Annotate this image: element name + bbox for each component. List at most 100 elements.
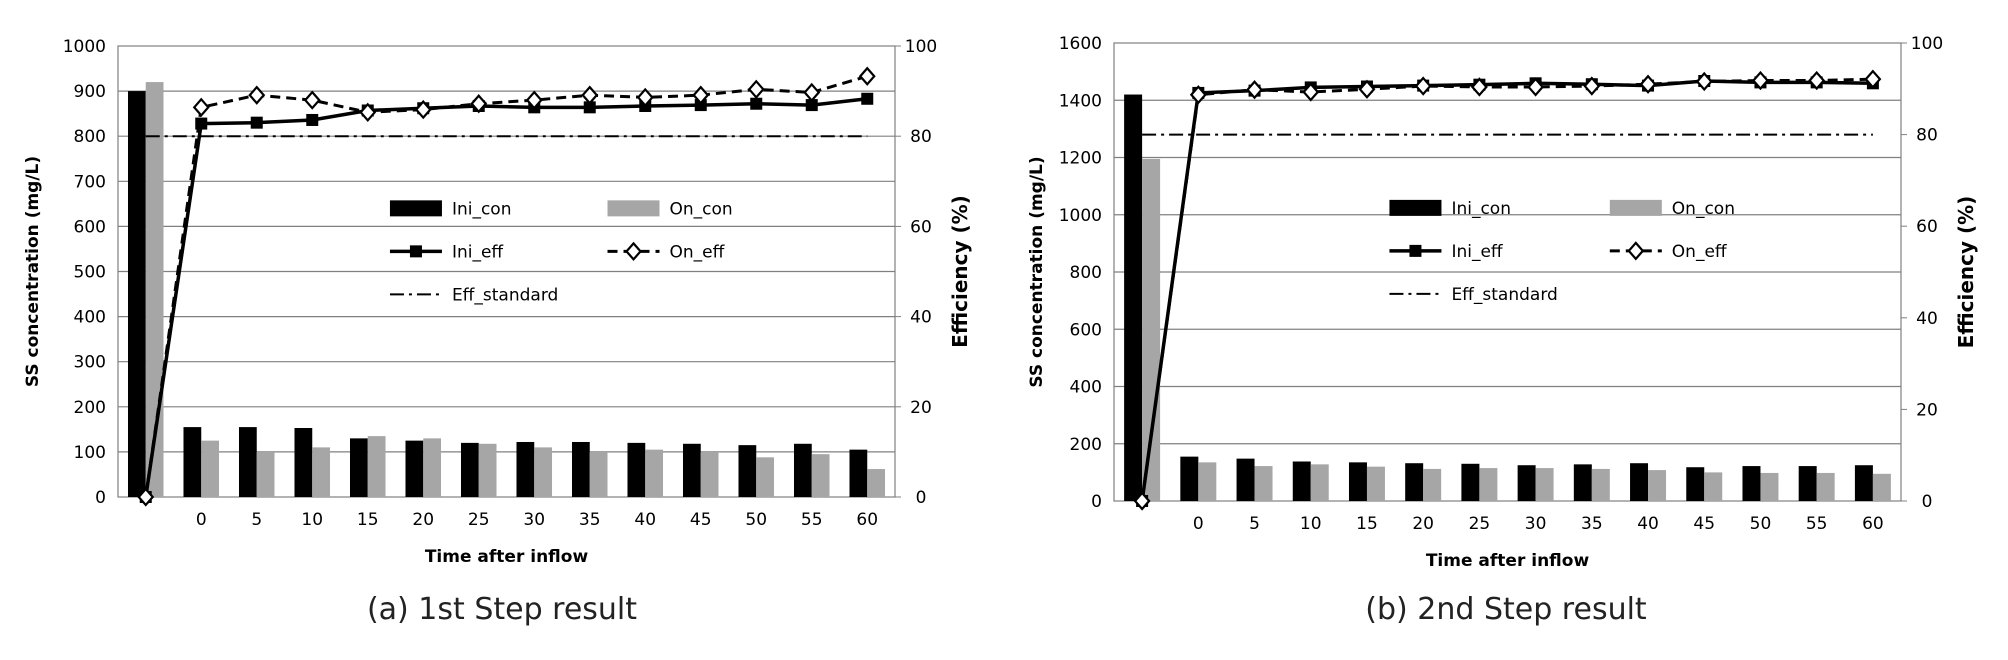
marker-square <box>195 117 208 130</box>
legend-swatch-ini-con <box>389 200 442 217</box>
marker-square <box>306 113 319 126</box>
series-line-on-eff <box>1140 77 1873 502</box>
bar-on-con <box>534 447 553 497</box>
legend-marker-square <box>1409 244 1422 257</box>
bar-ini-con <box>516 441 535 497</box>
bar-ini-con <box>1292 461 1311 501</box>
marker-diamond <box>1133 491 1151 511</box>
bar-ini-con <box>849 449 868 497</box>
bar-on-con <box>1310 464 1329 501</box>
bar-ini-con <box>1686 467 1705 501</box>
marker-square <box>583 101 596 114</box>
chart-panel-a: 0 100 200 300 400 500 600 700 800 900 1000 0 20 40 60 8… <box>23 37 972 627</box>
bar-on-con <box>1760 472 1779 501</box>
y-tick-label: 400 <box>74 308 106 328</box>
bar-ini-con <box>294 427 313 497</box>
bar-on-con <box>1704 472 1723 501</box>
legend-label: Eff_standard <box>1451 285 1557 305</box>
x-tick-label: 50 <box>745 510 767 530</box>
marker-diamond <box>747 79 765 99</box>
marker-diamond <box>470 94 488 114</box>
y-tick-label: 600 <box>1070 320 1102 340</box>
marker-square <box>694 99 707 112</box>
bar-ini-con <box>1348 462 1367 501</box>
legend-swatch-on-con <box>1609 199 1662 216</box>
y2-tick-label: 20 <box>1916 400 1938 420</box>
x-tick-label: 10 <box>301 510 323 530</box>
legend-label: Ini_con <box>1451 199 1511 219</box>
marker-diamond <box>525 90 543 110</box>
y-tick-label: 200 <box>74 398 106 418</box>
x-tick-label: 5 <box>251 510 262 530</box>
x-tick-label: 0 <box>196 510 207 530</box>
y-tick-label: 1200 <box>1059 149 1102 169</box>
bar-ini-con <box>1517 465 1536 501</box>
x-tick-label: 40 <box>1637 514 1659 534</box>
y2-tick-label: 60 <box>910 217 932 237</box>
y-tick-label: 1400 <box>1059 91 1102 111</box>
bar-ini-con <box>1630 463 1649 501</box>
marker-diamond <box>636 87 654 108</box>
bar-on-con <box>478 443 497 497</box>
legend-label: On_eff <box>670 242 726 262</box>
legend-label: On_con <box>1672 199 1735 219</box>
bar-on-con <box>645 449 664 497</box>
x-tick-label: 45 <box>1693 514 1715 534</box>
y2-tick-label: 100 <box>1911 34 1943 54</box>
y-tick-label: 200 <box>1070 435 1102 455</box>
bar-ini-con <box>349 438 368 497</box>
x-tick-label: 35 <box>579 510 601 530</box>
marker-square <box>805 99 818 112</box>
legend-swatch-on-con <box>607 200 660 217</box>
y2-tick-label: 0 <box>916 488 927 508</box>
marker-diamond <box>1302 82 1320 102</box>
y2-tick-label: 80 <box>1916 126 1938 146</box>
y-tick-label: 300 <box>74 353 106 373</box>
y-tick-label: 0 <box>95 488 106 508</box>
y-tick-label: 600 <box>74 217 106 237</box>
bar-on-con <box>423 438 442 497</box>
bar-ini-con <box>183 427 202 497</box>
marker-diamond <box>359 102 377 122</box>
bar-on-con <box>589 451 608 497</box>
y-tick-label: 1600 <box>1059 34 1102 54</box>
legend-label: Ini_eff <box>1451 242 1503 262</box>
marker-diamond <box>1752 70 1769 91</box>
bar-ini-con <box>1461 463 1480 501</box>
y2-axis-title: Efficiency (%) <box>1954 196 1978 349</box>
marker-diamond <box>1246 80 1263 100</box>
y2-axis-title: Efficiency (%) <box>948 195 972 348</box>
x-axis-title: Time after inflow <box>1426 551 1590 571</box>
x-tick-label: 40 <box>634 510 656 530</box>
legend-marker-square <box>409 245 422 258</box>
y-tick-label: 100 <box>74 443 106 463</box>
bar-on-con <box>201 440 220 497</box>
marker-diamond <box>581 85 599 105</box>
bar-on-con <box>1816 472 1835 501</box>
y-tick-label: 1000 <box>63 37 106 57</box>
chart-panel-b: 0 200 400 600 800 1000 1200 1400 1600 0 20 40 60 80 10… <box>1004 0 2008 660</box>
bar-on-con <box>1142 158 1161 501</box>
legend: Ini_con On_con Ini_eff On_eff Eff_standard <box>389 199 733 305</box>
x-tick-label: 30 <box>1525 514 1547 534</box>
marker-diamond <box>1583 76 1601 96</box>
y-tick-label: 900 <box>74 82 106 102</box>
marker-diamond <box>1470 77 1488 97</box>
marker-diamond <box>1189 85 1207 105</box>
marker-diamond <box>303 90 321 110</box>
bar-on-con <box>367 436 386 497</box>
x-tick-label: 55 <box>1806 514 1828 534</box>
marker-diamond <box>1358 79 1376 99</box>
series-line-ini-eff <box>144 97 868 498</box>
marker-diamond <box>137 487 155 507</box>
bar-ini-con <box>627 442 646 497</box>
chart-svg-a: 0100200300400500600700800900100002040608… <box>23 37 972 567</box>
y-tick-label: 500 <box>74 263 106 283</box>
bar-on-con <box>1366 466 1385 501</box>
marker-diamond <box>1695 71 1713 92</box>
marker-square <box>861 92 874 105</box>
y2-tick-label: 20 <box>910 398 932 418</box>
bar-on-con <box>256 451 275 497</box>
legend-label: Ini_con <box>452 199 512 219</box>
y-tick-label: 0 <box>1091 492 1102 512</box>
